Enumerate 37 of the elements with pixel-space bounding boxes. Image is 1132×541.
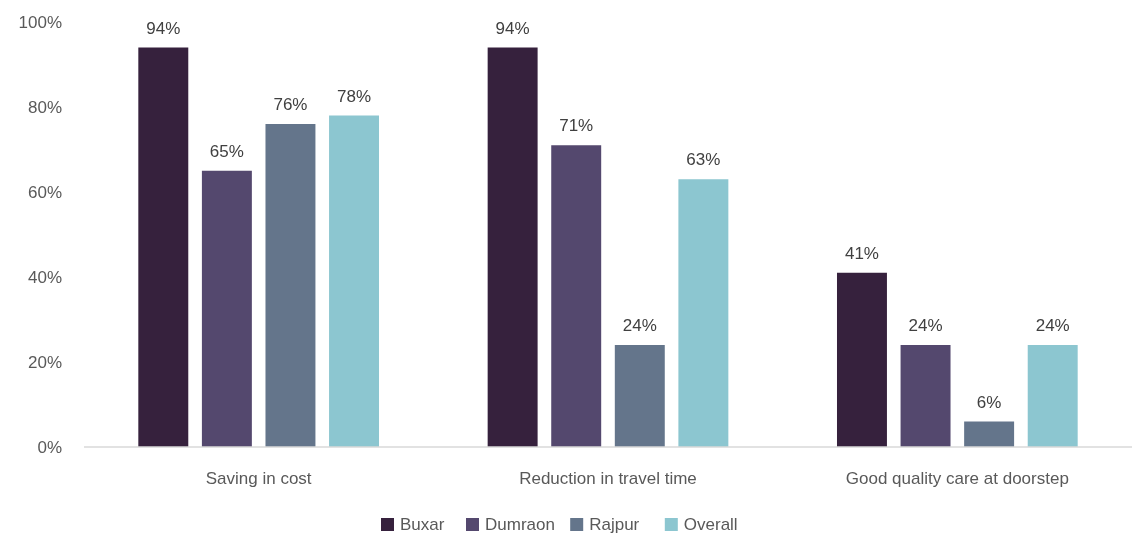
y-tick-label: 80% bbox=[27, 97, 62, 117]
bar bbox=[614, 345, 665, 447]
legend-label: Overall bbox=[683, 515, 738, 534]
legend-label: Dumraon bbox=[485, 515, 555, 534]
bar bbox=[265, 124, 316, 447]
y-tick-label: 60% bbox=[27, 182, 62, 202]
data-label: 78% bbox=[337, 86, 372, 106]
bar bbox=[1027, 345, 1078, 447]
data-label: 94% bbox=[495, 18, 530, 38]
data-label: 24% bbox=[622, 316, 657, 335]
data-label: 76% bbox=[273, 95, 308, 114]
data-label: 24% bbox=[908, 316, 943, 335]
data-label: 6% bbox=[976, 392, 1002, 412]
bar bbox=[201, 170, 252, 447]
bar bbox=[329, 115, 380, 447]
legend-label: Buxar bbox=[400, 515, 445, 534]
y-tick-label: 0% bbox=[37, 437, 62, 457]
y-tick-label: 20% bbox=[27, 352, 62, 372]
data-label: 65% bbox=[209, 141, 244, 161]
bar bbox=[487, 47, 538, 447]
legend-label: Rajpur bbox=[589, 515, 640, 534]
y-tick-label: 40% bbox=[27, 267, 62, 287]
bar bbox=[964, 421, 1015, 447]
data-label: 24% bbox=[1035, 316, 1070, 335]
y-tick-label: 100% bbox=[18, 12, 62, 32]
data-label: 63% bbox=[686, 150, 721, 170]
x-tick-label: Reduction in travel time bbox=[519, 469, 697, 488]
bar bbox=[678, 179, 729, 447]
data-label: 41% bbox=[844, 243, 879, 263]
bar bbox=[900, 345, 951, 447]
bar bbox=[836, 272, 887, 447]
data-label: 71% bbox=[559, 116, 594, 136]
x-tick-label: Saving in cost bbox=[205, 469, 312, 488]
bar bbox=[551, 145, 602, 447]
bar bbox=[138, 47, 189, 447]
data-label: 94% bbox=[146, 18, 181, 38]
x-tick-label: Good quality care at doorstep bbox=[845, 469, 1069, 488]
